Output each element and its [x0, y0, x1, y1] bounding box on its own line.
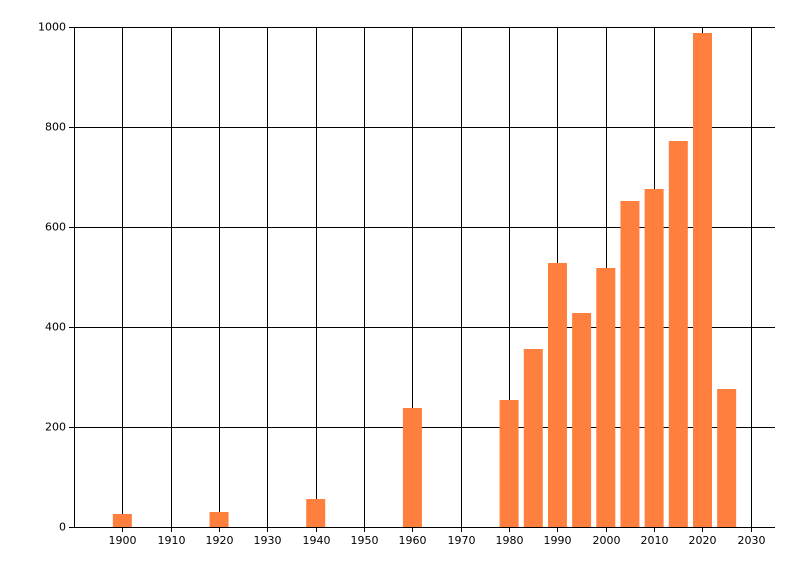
- bar: [596, 268, 616, 527]
- x-tick-label: 1910: [158, 534, 186, 547]
- bar: [717, 389, 737, 527]
- bar: [523, 349, 543, 527]
- x-tick-label: 1970: [448, 534, 476, 547]
- bar: [402, 408, 422, 527]
- x-tick-label: 1990: [544, 534, 572, 547]
- x-tick-label: 2020: [689, 534, 717, 547]
- bar: [209, 512, 229, 527]
- x-tick-label: 1930: [254, 534, 282, 547]
- x-tick-label: 1950: [351, 534, 379, 547]
- x-tick-label: 2030: [738, 534, 766, 547]
- y-tick-label: 600: [45, 221, 66, 234]
- x-tick-label: 1940: [303, 534, 331, 547]
- y-tick-label: 800: [45, 121, 66, 134]
- x-tick-label: 1920: [206, 534, 234, 547]
- y-tick-label: 1000: [38, 21, 66, 34]
- x-tick-label: 2010: [641, 534, 669, 547]
- bar: [668, 141, 688, 527]
- bar: [572, 313, 592, 527]
- y-tick-label: 0: [59, 521, 66, 534]
- x-tick-label: 2000: [593, 534, 621, 547]
- bar: [499, 400, 519, 527]
- bar: [692, 33, 712, 527]
- y-tick-label: 400: [45, 321, 66, 334]
- bar: [644, 189, 664, 527]
- y-tick-label: 200: [45, 421, 66, 434]
- bar: [620, 201, 640, 527]
- x-tick-label: 1980: [496, 534, 524, 547]
- bar: [547, 263, 567, 527]
- bar: [112, 514, 132, 527]
- x-tick-label: 1900: [109, 534, 137, 547]
- x-tick-label: 1960: [399, 534, 427, 547]
- bar: [306, 499, 326, 527]
